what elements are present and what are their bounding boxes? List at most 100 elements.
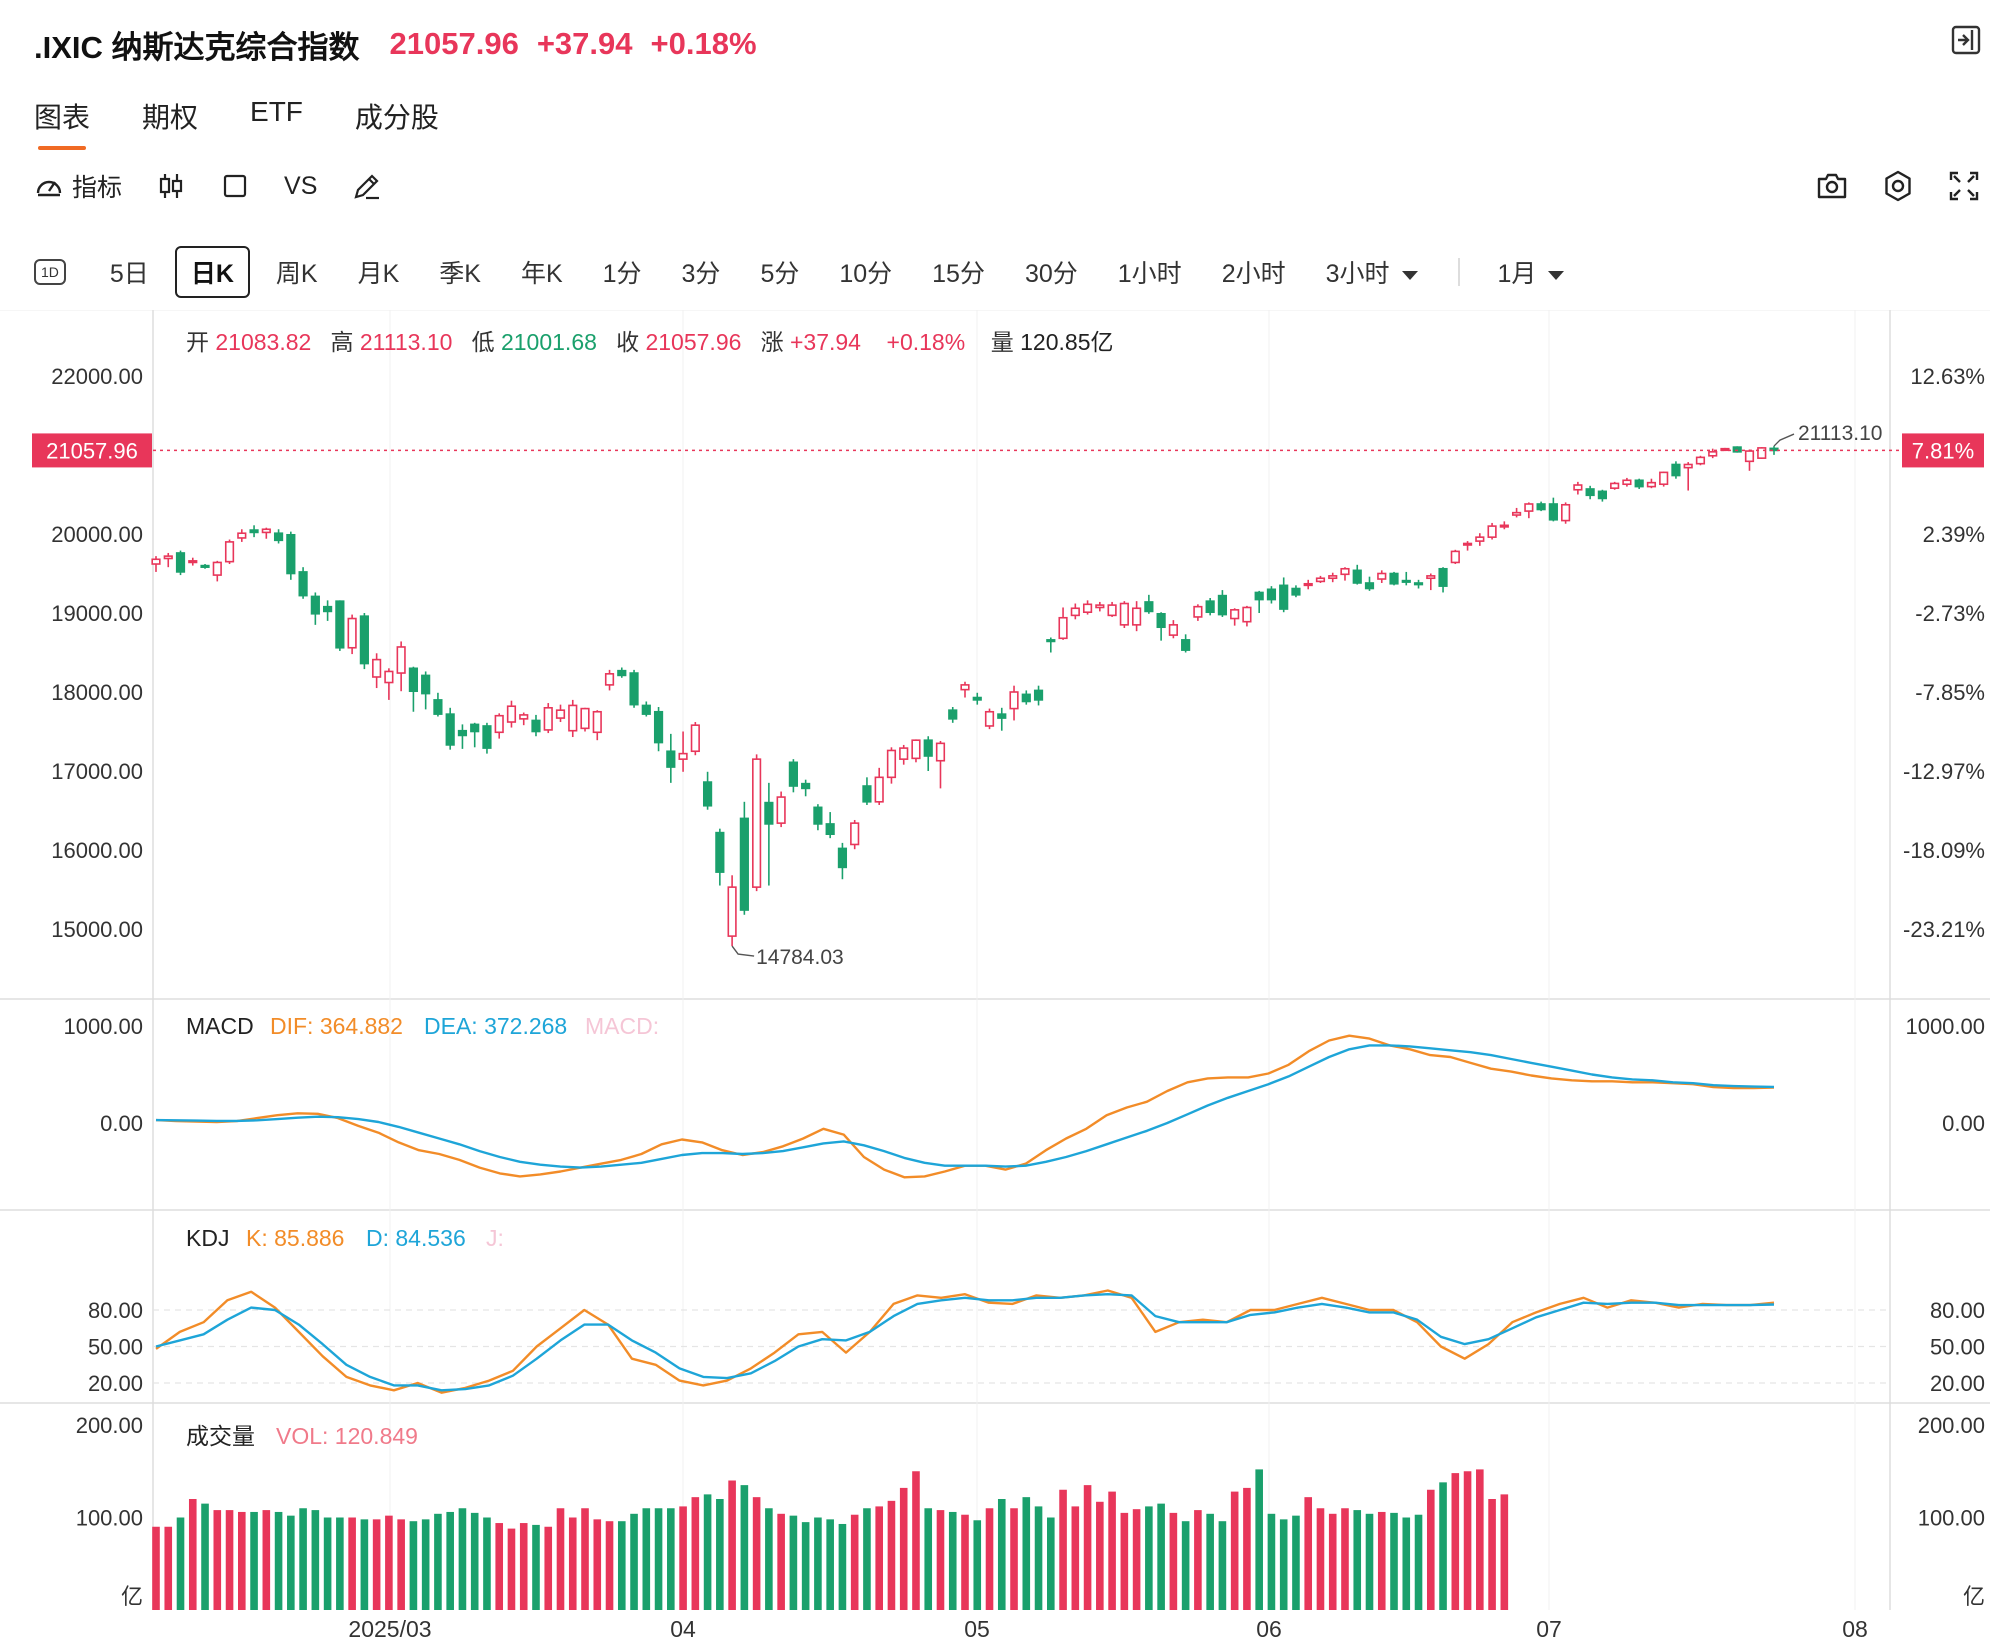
low-leader xyxy=(731,945,755,957)
ohlc-legend-part: 涨 xyxy=(761,329,784,355)
x-axis: 2025/03 04 05 06 07 08 xyxy=(348,1616,1867,1642)
high-annotation: 21113.10 xyxy=(1798,422,1882,445)
volume-bar xyxy=(997,1499,1006,1610)
candle-body xyxy=(923,739,933,757)
period-3min[interactable]: 3分 xyxy=(681,260,721,288)
volume-bar xyxy=(679,1506,687,1610)
low-annotation: 14784.03 xyxy=(756,946,844,969)
indicator-label: 指标 xyxy=(72,174,123,202)
toolbar-right xyxy=(1814,168,1982,204)
candle-body xyxy=(1622,479,1632,486)
candle-body xyxy=(163,555,173,560)
range-dropdown[interactable]: 1月 xyxy=(1498,246,1565,298)
period-quarterly[interactable]: 季K xyxy=(439,260,481,288)
fullscreen-icon[interactable] xyxy=(1946,168,1982,204)
candle-body xyxy=(1585,488,1595,497)
tab-etf[interactable]: ETF xyxy=(250,96,303,127)
volume-bar xyxy=(544,1526,553,1610)
candle-body xyxy=(715,831,725,873)
kdj-tick-label: 20.00 xyxy=(88,1371,143,1396)
period-1d-badge[interactable]: 1D xyxy=(34,259,66,285)
period-5d[interactable]: 5日 xyxy=(109,260,149,288)
x-axis-label: 04 xyxy=(670,1616,696,1642)
candle-body xyxy=(1573,484,1583,491)
volume-bar xyxy=(1255,1469,1263,1610)
period-yearly[interactable]: 年K xyxy=(520,260,563,288)
period-3hour[interactable]: 3小时 xyxy=(1326,246,1418,298)
candle-body xyxy=(396,646,406,674)
candle-body xyxy=(433,699,443,715)
candle-body xyxy=(249,529,259,534)
volume-bar xyxy=(1365,1513,1374,1610)
last-price-label: 21057.96 xyxy=(46,438,138,463)
vol-tick-label-right: 100.00 xyxy=(1918,1506,1985,1531)
candle-body xyxy=(1744,450,1755,463)
period-10min[interactable]: 10分 xyxy=(839,260,893,288)
period-weekly[interactable]: 周K xyxy=(275,260,318,288)
last-pct-tag xyxy=(1902,433,1984,468)
volume-bar xyxy=(924,1508,933,1610)
candle-body xyxy=(1132,607,1142,626)
candle-body xyxy=(850,822,860,846)
candle-body xyxy=(1070,607,1080,617)
period-15min[interactable]: 15分 xyxy=(932,260,985,288)
volume-bar xyxy=(740,1485,749,1610)
period-5min[interactable]: 5分 xyxy=(760,260,800,288)
volume-bar xyxy=(1328,1513,1337,1610)
candle-body xyxy=(972,696,982,701)
x-axis-label: 2025/03 xyxy=(348,1616,431,1642)
volume-bar xyxy=(434,1513,442,1610)
volume-bar xyxy=(299,1508,307,1610)
candle-body xyxy=(899,747,909,760)
chart-toolbar: 指标 VS xyxy=(34,168,383,204)
candle-body xyxy=(1450,550,1460,564)
candle-body xyxy=(911,739,921,760)
indicator-button[interactable]: 指标 xyxy=(34,168,122,204)
settings-icon[interactable] xyxy=(1880,168,1916,204)
volume-bar xyxy=(1132,1509,1141,1610)
candle-body xyxy=(1279,584,1289,610)
period-daily[interactable]: 日K xyxy=(174,246,250,298)
candle-body xyxy=(1021,693,1031,703)
compare-button[interactable]: VS xyxy=(284,171,318,200)
candle-body xyxy=(874,776,884,803)
candle-body xyxy=(531,719,541,733)
vol-tick-label-right: 200.00 xyxy=(1918,1413,1985,1438)
square-icon[interactable] xyxy=(220,171,250,201)
volume-bar xyxy=(1279,1519,1288,1610)
volume-bar xyxy=(1439,1482,1447,1610)
pen-icon[interactable] xyxy=(351,170,383,202)
period-30min[interactable]: 30分 xyxy=(1024,260,1078,288)
candle-body xyxy=(298,571,308,597)
candle-body xyxy=(1230,609,1240,620)
period-monthly[interactable]: 月K xyxy=(357,260,400,288)
tab-constituents[interactable]: 成分股 xyxy=(354,102,439,133)
candle-body xyxy=(519,714,529,720)
macd-title: MACD xyxy=(186,1013,254,1039)
tab-chart[interactable]: 图表 xyxy=(34,96,90,150)
main-tabs: 图表 期权 ETF 成分股 xyxy=(34,96,439,150)
candle-body xyxy=(1009,691,1019,710)
period-1min[interactable]: 1分 xyxy=(602,260,642,288)
volume-bar xyxy=(213,1510,222,1610)
candlestick-icon[interactable] xyxy=(156,171,186,201)
volume-bar xyxy=(850,1514,859,1610)
volume-bar xyxy=(262,1510,271,1610)
macd-dea-line xyxy=(155,1044,1775,1169)
period-1hour[interactable]: 1小时 xyxy=(1117,260,1182,288)
candle-body xyxy=(543,706,553,731)
volume-bar xyxy=(1341,1508,1349,1610)
chart-area[interactable]: 22000.00 12.63% 20000.00 2.39% 19000.00 -2.73… xyxy=(0,310,2006,1642)
period-2hour[interactable]: 2小时 xyxy=(1221,260,1286,288)
range-label: 1月 xyxy=(1497,260,1537,288)
candle-body xyxy=(457,729,468,737)
price-tick-label: 19000.00 xyxy=(51,601,143,626)
volume-bar xyxy=(1034,1506,1043,1610)
candle-body xyxy=(1462,542,1473,546)
tab-options[interactable]: 期权 xyxy=(142,102,199,133)
exit-panel-icon[interactable] xyxy=(1950,24,1982,56)
candle-body xyxy=(727,886,737,937)
volume-bar xyxy=(1316,1508,1325,1610)
last-pct-label: 7.81% xyxy=(1912,438,1974,463)
camera-icon[interactable] xyxy=(1814,168,1850,204)
